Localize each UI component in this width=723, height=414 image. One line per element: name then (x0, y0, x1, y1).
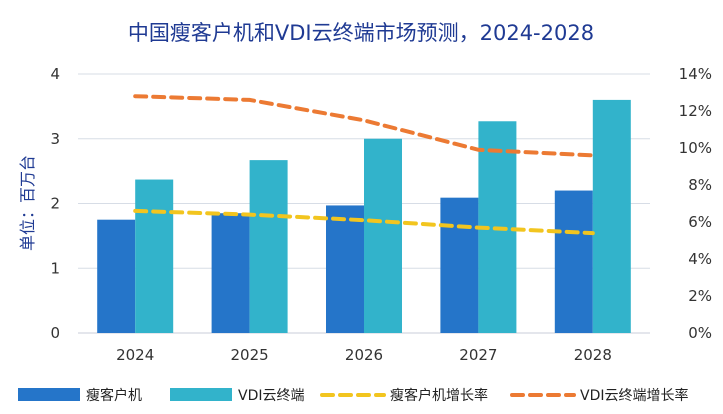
x-tick-label: 2028 (574, 346, 612, 364)
x-tick-label: 2027 (459, 346, 497, 364)
y-tick-label: 3 (50, 130, 60, 148)
y-tick-label: 2 (50, 195, 60, 213)
legend: 瘦客户机 VDI云终端 瘦客户机增长率 VDI云终端增长率 (18, 387, 689, 404)
y2-tick-label: 2% (688, 287, 712, 305)
y2-tick-label: 0% (688, 324, 712, 342)
bar (97, 219, 136, 333)
x-tick-label: 2024 (116, 346, 154, 364)
bar (592, 99, 631, 334)
chart-title: 中国瘦客户机和VDI云终端市场预测，2024-2028 (128, 21, 594, 45)
legend-label: 瘦客户机 (86, 387, 142, 404)
bar (211, 213, 250, 333)
axis-ticks: 0 1 2 3 4 0% 2% 4% 6% 8% 10% 12% 14% 2024 2025 2026 2027… (50, 65, 712, 364)
growth-lines (133, 94, 595, 236)
legend-label: VDI云终端增长率 (580, 387, 689, 404)
y2-tick-label: 14% (679, 65, 712, 83)
bar (135, 179, 174, 333)
y-axis-label: 单位：百万台 (18, 155, 37, 251)
bar (326, 205, 364, 333)
bar (364, 138, 402, 333)
legend-label: 瘦客户机增长率 (390, 387, 488, 404)
y2-tick-label: 8% (688, 176, 712, 194)
legend-swatch (18, 388, 80, 401)
bar (554, 190, 593, 333)
x-tick-label: 2026 (345, 346, 383, 364)
legend-label: VDI云终端 (238, 388, 305, 404)
y2-tick-label: 4% (688, 250, 712, 268)
x-tick-label: 2025 (231, 346, 269, 364)
growth-line (133, 208, 595, 236)
growth-line (133, 94, 595, 158)
bars (97, 99, 631, 334)
y-tick-label: 0 (50, 324, 60, 342)
bar (440, 197, 479, 333)
bar (249, 160, 288, 333)
legend-swatch (170, 388, 232, 401)
y2-tick-label: 6% (688, 213, 712, 231)
y-tick-label: 4 (50, 65, 60, 83)
y2-tick-label: 12% (679, 102, 712, 120)
y-tick-label: 1 (50, 259, 60, 277)
y2-tick-label: 10% (679, 139, 712, 157)
